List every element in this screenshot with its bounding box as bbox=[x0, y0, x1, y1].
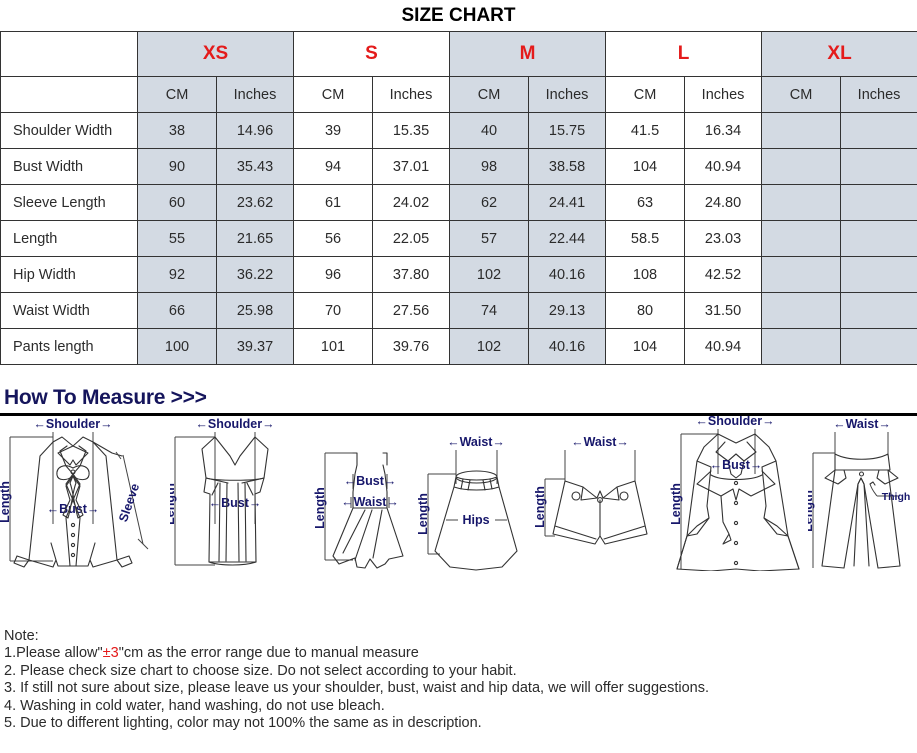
svg-text:←Waist→: ←Waist→ bbox=[833, 417, 891, 431]
svg-text:←Waist→: ←Waist→ bbox=[447, 435, 505, 449]
svg-text:←Waist→: ←Waist→ bbox=[341, 495, 399, 509]
svg-text:←Shoulder→: ←Shoulder→ bbox=[695, 416, 774, 428]
svg-text:Length: Length bbox=[535, 486, 547, 528]
svg-text:Length: Length bbox=[170, 483, 177, 525]
svg-text:←Bust→: ←Bust→ bbox=[47, 502, 100, 516]
svg-text:←Bust→: ←Bust→ bbox=[344, 474, 397, 488]
svg-text:Length: Length bbox=[418, 493, 430, 535]
svg-text:Hips: Hips bbox=[462, 513, 489, 527]
svg-text:Length: Length bbox=[669, 483, 683, 525]
svg-text:Sleeve: Sleeve bbox=[116, 482, 142, 524]
svg-text:Length: Length bbox=[313, 487, 327, 529]
svg-text:←Bust→: ←Bust→ bbox=[710, 458, 763, 472]
svg-text:Length: Length bbox=[808, 490, 815, 532]
svg-text:Thigh: Thigh bbox=[882, 491, 911, 503]
svg-text:Length: Length bbox=[0, 481, 12, 523]
svg-text:←Waist→: ←Waist→ bbox=[571, 435, 629, 449]
svg-text:←Shoulder→: ←Shoulder→ bbox=[195, 417, 274, 431]
svg-text:←Bust→: ←Bust→ bbox=[209, 496, 262, 510]
svg-text:←Shoulder→: ←Shoulder→ bbox=[33, 417, 112, 431]
